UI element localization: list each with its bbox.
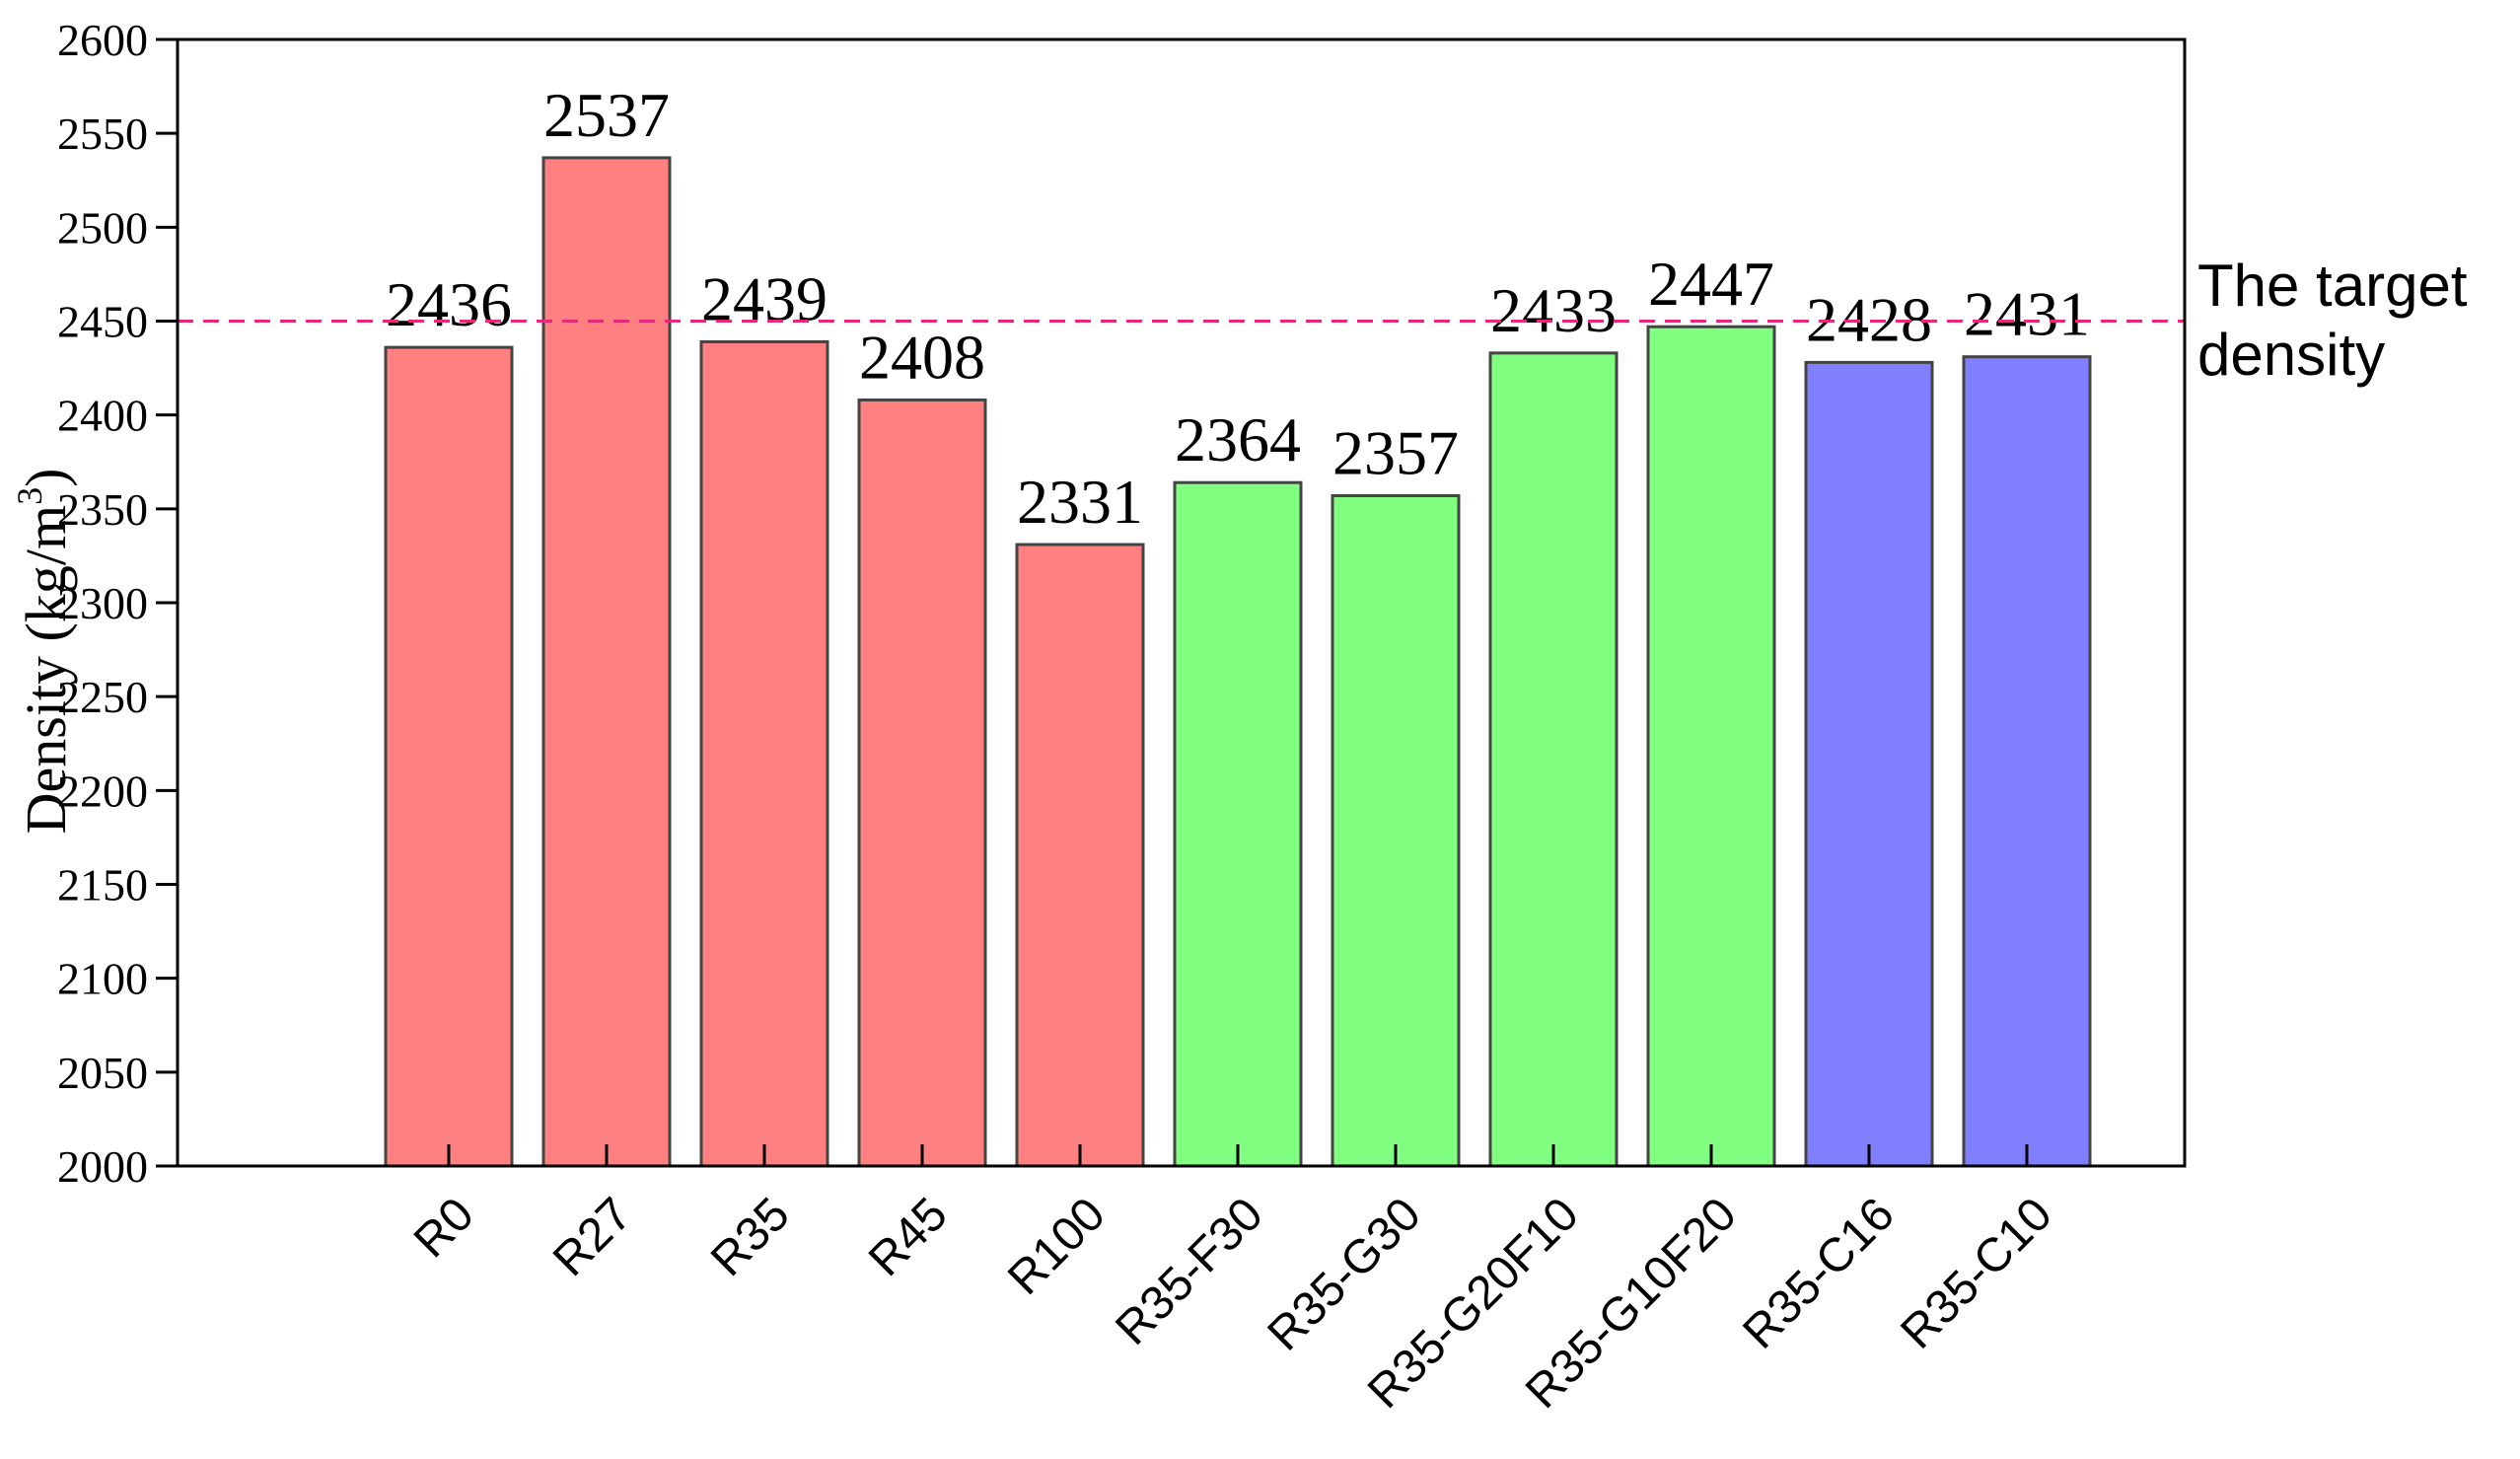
y-tick-label: 2400 <box>57 391 148 441</box>
value-label-r35-c10: 2431 <box>1964 279 2090 349</box>
value-labels-group: 2436 2537 2439 2408 2331 2364 2357 2433 2447 2428… <box>386 80 2090 537</box>
x-tick-label-r35-f30: R35-F30 <box>1106 1188 1273 1355</box>
y-tick-label: 2150 <box>57 860 148 911</box>
y-tick-label: 2050 <box>57 1048 148 1098</box>
value-label-r35: 2439 <box>701 263 828 333</box>
value-label-r35-c16: 2428 <box>1806 284 1932 354</box>
x-tick-label-r35-c10: R35-C10 <box>1891 1188 2061 1358</box>
y-axis: 2000 2050 2100 2150 2200 2250 2300 2350 2400 2450… <box>57 15 178 1192</box>
value-label-r0: 2436 <box>386 269 512 339</box>
target-density-label: The target <box>2197 253 2468 319</box>
value-label-r45: 2408 <box>859 322 985 392</box>
value-label-r100: 2331 <box>1017 467 1143 537</box>
value-label-r35-g10f20: 2447 <box>1648 249 1774 319</box>
y-axis-label: Density (kg/m3) <box>10 469 78 835</box>
y-tick-label: 2500 <box>57 202 148 253</box>
bar-r35-g20f10 <box>1488 351 1619 1168</box>
bar-r35 <box>699 339 829 1168</box>
y-tick-label: 2250 <box>57 672 148 722</box>
value-label-r35-g20f10: 2433 <box>1490 275 1617 345</box>
y-tick-label: 2600 <box>57 15 148 65</box>
y-tick-label: 2300 <box>57 578 148 628</box>
bar-r35-c16 <box>1804 360 1934 1168</box>
x-tick-label-r100: R100 <box>998 1188 1116 1305</box>
x-axis: R0 R27 R35 R45 R100R35-F30R35-G30R35-G20F10R… <box>404 1144 2062 1419</box>
bar-r35-c10 <box>1962 355 2092 1168</box>
bar-r100 <box>1015 543 1145 1168</box>
bar-r35-g10f20 <box>1646 325 1776 1168</box>
bar-r45 <box>857 398 987 1168</box>
x-tick-label-r45: R45 <box>859 1188 958 1286</box>
bar-r0 <box>384 345 514 1168</box>
value-label-r35-g30: 2357 <box>1332 418 1459 488</box>
value-label-r27: 2537 <box>543 80 670 150</box>
y-tick-label: 2450 <box>57 297 148 347</box>
bar-r35-f30 <box>1173 480 1303 1168</box>
x-tick-label-r35: R35 <box>701 1188 800 1286</box>
value-label-r35-f30: 2364 <box>1175 404 1301 474</box>
y-tick-label: 2000 <box>57 1141 148 1192</box>
y-tick-label: 2200 <box>57 766 148 816</box>
target-density-label: density <box>2197 322 2385 388</box>
y-tick-label: 2100 <box>57 954 148 1004</box>
y-tick-label: 2550 <box>57 109 148 159</box>
bars-group <box>384 156 2092 1168</box>
y-axis-label-superscript: 3 <box>10 487 49 505</box>
y-axis-label-main: Density (kg/m <box>14 505 78 834</box>
y-tick-label: 2350 <box>57 484 148 535</box>
x-tick-label-r35-c16: R35-C16 <box>1733 1188 1904 1358</box>
bar-r27 <box>541 156 672 1168</box>
x-tick-label-r27: R27 <box>543 1188 642 1286</box>
x-tick-label-r0: R0 <box>404 1188 484 1268</box>
y-axis-label-close: ) <box>14 469 78 487</box>
bar-r35-g30 <box>1331 494 1461 1168</box>
